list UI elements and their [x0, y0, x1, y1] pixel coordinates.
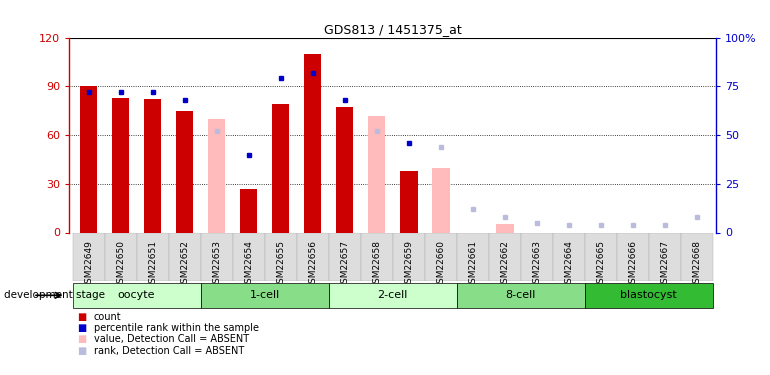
Bar [585, 232, 617, 281]
Bar [521, 232, 553, 281]
Bar [360, 232, 393, 281]
Bar [368, 116, 386, 232]
Bar [105, 232, 136, 281]
Title: GDS813 / 1451375_at: GDS813 / 1451375_at [324, 23, 461, 36]
Bar [233, 232, 265, 281]
Bar [304, 54, 321, 232]
Text: GSM22653: GSM22653 [212, 240, 221, 289]
Bar [144, 99, 162, 232]
Text: GSM22668: GSM22668 [692, 240, 701, 289]
Text: GSM22655: GSM22655 [276, 240, 285, 289]
Bar [649, 232, 681, 281]
Bar [112, 98, 129, 232]
Bar [272, 104, 290, 232]
Text: 2-cell: 2-cell [377, 290, 408, 300]
Text: ■: ■ [77, 346, 86, 355]
Text: GSM22665: GSM22665 [596, 240, 605, 289]
Bar [72, 283, 200, 308]
Text: 8-cell: 8-cell [506, 290, 536, 300]
Text: GSM22649: GSM22649 [84, 240, 93, 289]
Text: GSM22652: GSM22652 [180, 240, 189, 289]
Bar [489, 232, 521, 281]
Bar [553, 232, 585, 281]
Bar [336, 107, 353, 232]
Text: GSM22658: GSM22658 [372, 240, 381, 289]
Text: GSM22660: GSM22660 [437, 240, 445, 289]
Text: GSM22666: GSM22666 [628, 240, 638, 289]
Bar [329, 283, 457, 308]
Bar [496, 224, 514, 232]
Bar [617, 232, 649, 281]
Bar [457, 232, 489, 281]
Bar [239, 189, 257, 232]
Text: development stage: development stage [4, 290, 105, 300]
Bar [296, 232, 329, 281]
Bar [393, 232, 425, 281]
Bar [400, 171, 417, 232]
Bar [200, 283, 329, 308]
Text: GSM22661: GSM22661 [468, 240, 477, 289]
Text: GSM22659: GSM22659 [404, 240, 413, 289]
Text: rank, Detection Call = ABSENT: rank, Detection Call = ABSENT [94, 346, 244, 355]
Text: blastocyst: blastocyst [621, 290, 678, 300]
Bar [169, 232, 200, 281]
Bar [200, 232, 233, 281]
Text: GSM22656: GSM22656 [308, 240, 317, 289]
Text: percentile rank within the sample: percentile rank within the sample [94, 323, 259, 333]
Bar [136, 232, 169, 281]
Text: GSM22650: GSM22650 [116, 240, 125, 289]
Text: GSM22654: GSM22654 [244, 240, 253, 289]
Bar [176, 111, 193, 232]
Text: GSM22667: GSM22667 [661, 240, 669, 289]
Text: ■: ■ [77, 312, 86, 322]
Text: GSM22651: GSM22651 [148, 240, 157, 289]
Text: 1-cell: 1-cell [249, 290, 280, 300]
Text: ■: ■ [77, 323, 86, 333]
Text: GSM22662: GSM22662 [500, 240, 509, 289]
Bar [208, 119, 226, 232]
Bar [265, 232, 296, 281]
Bar [329, 232, 360, 281]
Bar [457, 283, 585, 308]
Text: oocyte: oocyte [118, 290, 156, 300]
Bar [425, 232, 457, 281]
Bar [432, 168, 450, 232]
Bar [681, 232, 713, 281]
Text: value, Detection Call = ABSENT: value, Detection Call = ABSENT [94, 334, 249, 344]
Bar [72, 232, 105, 281]
Text: ■: ■ [77, 334, 86, 344]
Text: count: count [94, 312, 122, 322]
Bar [585, 283, 713, 308]
Bar [80, 86, 97, 232]
Text: GSM22657: GSM22657 [340, 240, 349, 289]
Text: GSM22663: GSM22663 [532, 240, 541, 289]
Text: GSM22664: GSM22664 [564, 240, 574, 289]
